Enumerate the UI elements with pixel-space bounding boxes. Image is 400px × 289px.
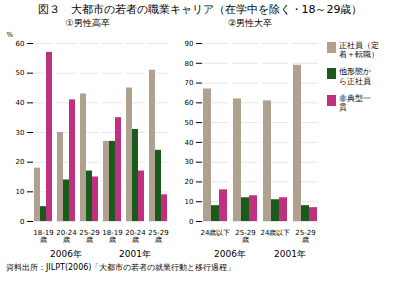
svg-text:24歳以下: 24歳以下: [201, 229, 231, 237]
html-text:非典型一 貫: 非典型一 貫: [339, 93, 371, 112]
svg-text:18-19歳: 18-19歳: [102, 229, 122, 244]
svg-text:24歳以下: 24歳以下: [261, 229, 291, 237]
svg-text:25-29歳: 25-29歳: [148, 229, 168, 244]
svg-text:2001年: 2001年: [119, 249, 151, 259]
svg-text:50: 50: [16, 69, 25, 77]
svg-text:2001年: 2001年: [274, 249, 306, 259]
svg-text:20: 20: [16, 158, 25, 166]
svg-text:25-29歳: 25-29歳: [235, 229, 255, 244]
svg-text:20: 20: [185, 178, 194, 186]
svg-text:70: 70: [185, 79, 194, 87]
svg-text:2006年: 2006年: [214, 249, 246, 259]
svg-text:10: 10: [16, 188, 25, 196]
svg-text:60: 60: [185, 99, 194, 107]
svg-text:25-29歳: 25-29歳: [295, 229, 315, 244]
html-text:資料出所：JILPT(2006)「大都市の若者の就業行動と移: 資料出所：JILPT(2006)「大都市の若者の就業行動と移行過程」: [6, 263, 236, 272]
svg-text:18-19歳: 18-19歳: [33, 229, 53, 244]
svg-text:40: 40: [16, 99, 25, 107]
html-text:②男性大卒: ②男性大卒: [228, 18, 272, 28]
html-text:図３ 大都市の若者の職業キャリア（在学中を除く・18～29歳: 図３ 大都市の若者の職業キャリア（在学中を除く・18～29歳）: [37, 3, 363, 16]
html-text:①男性高卒: ①男性高卒: [65, 18, 110, 28]
svg-text:20-24歳: 20-24歳: [125, 229, 146, 244]
svg-text:30: 30: [185, 158, 194, 166]
svg-text:40: 40: [185, 139, 194, 147]
svg-text:80: 80: [185, 60, 194, 68]
svg-text:2006年: 2006年: [50, 249, 82, 259]
svg-text:30: 30: [16, 129, 25, 137]
svg-text:20-24歳: 20-24歳: [56, 229, 77, 244]
html-text:正社員（定 着＋転職）: 正社員（定 着＋転職）: [339, 41, 379, 60]
html-text:他形態か ら正社員: 他形態か ら正社員: [339, 67, 371, 86]
svg-text:10: 10: [185, 198, 194, 206]
svg-text:50: 50: [185, 119, 194, 127]
svg-text:0: 0: [189, 218, 193, 226]
svg-text:0: 0: [20, 218, 24, 226]
svg-text:%: %: [7, 31, 14, 39]
svg-text:90: 90: [185, 40, 194, 48]
svg-text:25-29歳: 25-29歳: [79, 229, 99, 244]
svg-text:60: 60: [16, 40, 25, 48]
